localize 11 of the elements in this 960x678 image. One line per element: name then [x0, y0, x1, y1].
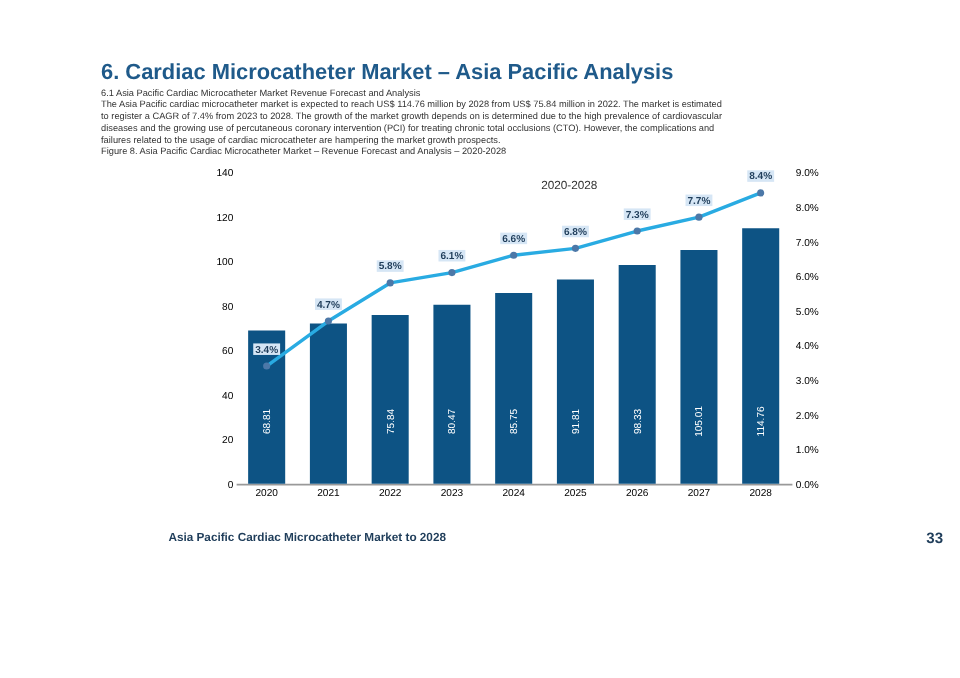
bar [618, 264, 656, 484]
bar [371, 314, 409, 484]
bar [742, 228, 780, 484]
bar [495, 292, 533, 484]
text: 33 [926, 528, 944, 547]
bar [248, 330, 286, 484]
chart-title: 6. Cardiac Microcatheter Market – Asia Pacific Analysis [101, 60, 674, 85]
bar [433, 304, 471, 484]
bar [309, 323, 347, 484]
bar [556, 279, 594, 484]
bar [680, 250, 718, 484]
